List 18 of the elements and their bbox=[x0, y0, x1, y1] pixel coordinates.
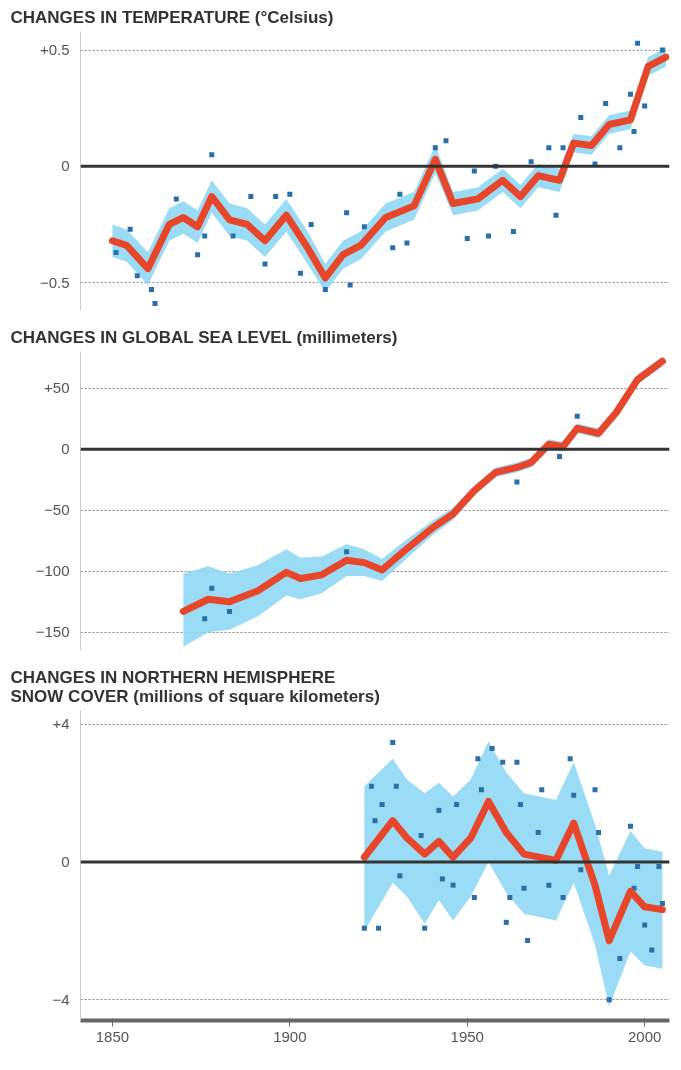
x-tick-label: 2000 bbox=[627, 1027, 662, 1045]
chart-title: CHANGES IN GLOBAL SEA LEVEL (millimeters) bbox=[10, 327, 398, 347]
y-tick-label: +50 bbox=[44, 379, 70, 397]
y-tick-label: 0 bbox=[61, 853, 70, 871]
y-tick-label: −0.5 bbox=[39, 273, 70, 291]
y-tick-label: −150 bbox=[35, 623, 70, 641]
chart-title: CHANGES IN TEMPERATURE (°Celsius) bbox=[10, 7, 334, 27]
y-tick-label: +0.5 bbox=[39, 41, 70, 59]
x-tick-label: 1850 bbox=[95, 1027, 130, 1045]
y-tick-label: 0 bbox=[61, 157, 70, 175]
y-tick-label: 0 bbox=[61, 440, 70, 458]
y-tick-label: −100 bbox=[35, 562, 70, 580]
y-tick-label: +4 bbox=[52, 715, 70, 733]
chart-title: CHANGES IN NORTHERN HEMISPHERE SNOW COVER (millions of square kilometers) bbox=[10, 667, 380, 706]
x-tick-label: 1950 bbox=[450, 1027, 484, 1045]
y-tick-label: −50 bbox=[44, 501, 70, 519]
y-tick-label: −4 bbox=[52, 990, 70, 1008]
x-tick-label: 1900 bbox=[273, 1027, 307, 1045]
